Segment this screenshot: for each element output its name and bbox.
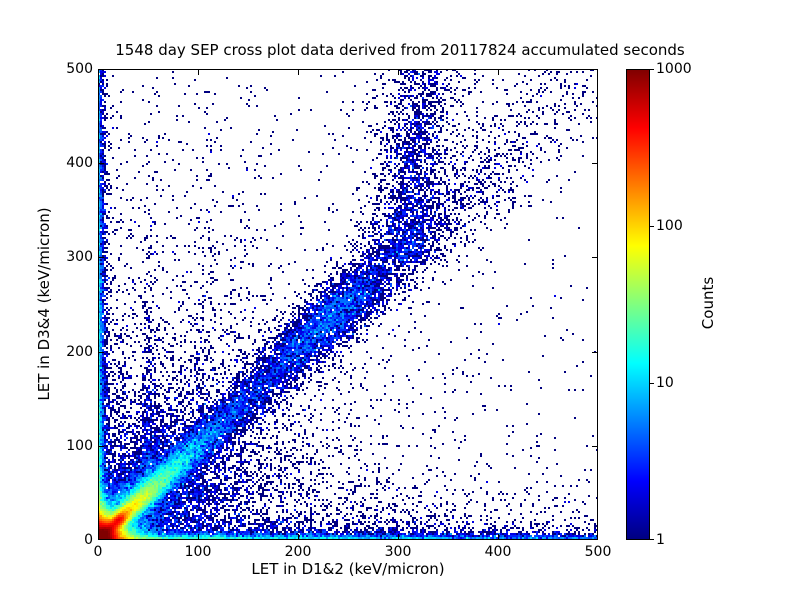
x-tick-label-300: 300 <box>384 544 412 560</box>
y-tick-label-200: 200 <box>66 343 93 360</box>
y-tick-label-0: 0 <box>84 532 93 548</box>
y-tick-label-300: 300 <box>66 249 93 266</box>
colorbar-tick-label-100: 100 <box>656 218 683 234</box>
x-tick-label-100: 100 <box>184 544 212 560</box>
x-tick-label-400: 400 <box>484 544 512 560</box>
x-tick-label-200: 200 <box>284 544 312 560</box>
y-tick-label-400: 400 <box>66 155 93 172</box>
chart-title-line-1: 1548 day SEP cross plot data derived fro… <box>115 41 685 59</box>
x-axis-label: LET in D1&2 (keV/micron) <box>251 560 445 578</box>
x-tick-label-0: 0 <box>93 544 103 560</box>
scatter-density-plot <box>98 69 598 540</box>
y-tick-label-500: 500 <box>66 61 93 77</box>
colorbar <box>626 69 656 540</box>
y-tick-label-100: 100 <box>66 437 93 454</box>
y-axis-label: LET in D3&4 (keV/micron) <box>35 207 53 401</box>
colorbar-tick-label-10: 10 <box>656 375 674 391</box>
colorbar-label: Counts <box>699 276 717 330</box>
colorbar-tick-label-1: 1 <box>656 532 665 548</box>
x-tick-label-500: 500 <box>584 544 612 560</box>
colorbar-tick-label-1000: 1000 <box>656 61 692 77</box>
